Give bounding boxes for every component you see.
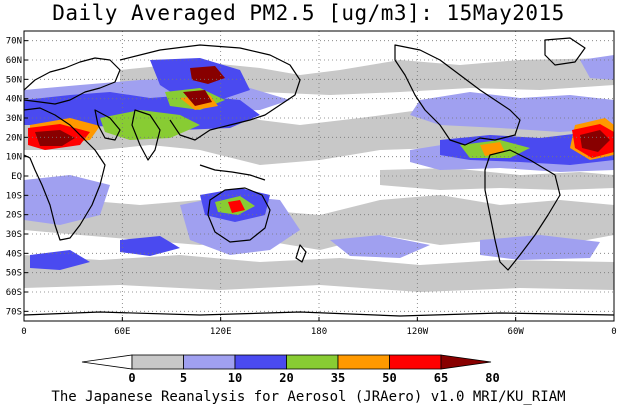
colorbar-label: 10 [228, 371, 242, 385]
colorbar: 0 5 10 20 35 50 65 80 [81, 354, 500, 385]
colorbar-segment [81, 354, 133, 370]
colorbar-label: 0 [128, 371, 135, 385]
page-title: Daily Averaged PM2.5 [ug/m3]: 15May2015 [52, 1, 565, 25]
lat-label: 20S [6, 211, 22, 221]
coastlines [24, 37, 614, 317]
footer-credit: The Japanese Reanalysis for Aerosol (JRA… [51, 389, 566, 405]
colorbar-segment [440, 354, 492, 370]
lat-label: 30S [6, 230, 22, 240]
colorbar-segment [286, 354, 339, 370]
coast-antarctica [24, 311, 614, 317]
colorbar-label: 80 [485, 371, 499, 385]
lat-label: 20N [6, 133, 22, 143]
lat-label: 40N [6, 95, 22, 105]
coast-arabia [94, 109, 121, 141]
coast-south-america [484, 149, 561, 271]
lat-label: 60N [6, 56, 22, 66]
coast-india [131, 109, 161, 161]
gridlines [24, 31, 614, 321]
lat-label: 60S [6, 288, 22, 298]
lat-label: 10N [6, 153, 22, 163]
coast-africa [24, 107, 106, 241]
lon-label: 180 [311, 327, 327, 337]
coast-indonesia [199, 164, 266, 181]
colorbar-label: 20 [279, 371, 293, 385]
lat-label: 50S [6, 269, 22, 279]
lat-label: 50N [6, 75, 22, 85]
colorbar-label: 65 [434, 371, 448, 385]
coast-asia [119, 44, 301, 141]
coast-north-america [394, 44, 521, 146]
lat-label: 70N [6, 37, 22, 47]
lon-label: 60W [508, 327, 525, 337]
colorbar-segment [234, 354, 287, 370]
colorbar-segment [183, 354, 236, 370]
lat-label: 70S [6, 307, 22, 317]
lat-label: EQ [11, 172, 22, 182]
field-band-35-50 [100, 110, 200, 140]
lon-label: 0 [611, 327, 616, 337]
coast-greenland [544, 37, 586, 66]
lat-label: 10S [6, 191, 22, 201]
lat-label: 40S [6, 249, 22, 259]
pm25-field [24, 55, 614, 292]
coast-australia [207, 187, 271, 243]
lat-label: 30N [6, 114, 22, 124]
coast-europe [24, 57, 121, 105]
lon-label: 120W [406, 327, 428, 337]
latitude-labels: 70N 60N 50N 40N 30N 20N 10N EQ 10S 20S 30S 40S 50S 60… [6, 37, 28, 317]
colorbar-label: 35 [331, 371, 345, 385]
lon-label: 60E [114, 327, 130, 337]
colorbar-segment [337, 354, 390, 370]
field-band-80-plus [35, 130, 75, 146]
longitude-labels: 0 60E 120E 180 120W 60W 0 [21, 317, 617, 337]
colorbar-segment [131, 354, 184, 370]
colorbar-segment [389, 354, 442, 370]
lon-label: 0 [21, 327, 26, 337]
coast-newzealand [295, 244, 307, 263]
lon-label: 120E [210, 327, 232, 337]
colorbar-label: 50 [382, 371, 396, 385]
colorbar-label: 5 [180, 371, 187, 385]
